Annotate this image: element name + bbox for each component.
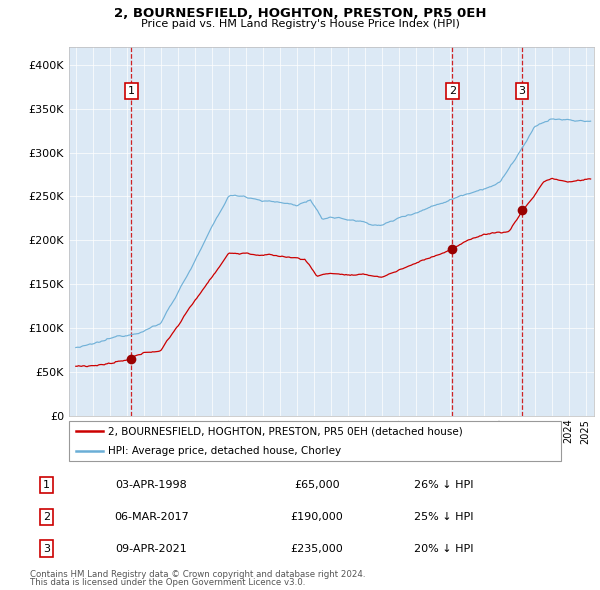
Text: 1: 1 (43, 480, 50, 490)
Text: This data is licensed under the Open Government Licence v3.0.: This data is licensed under the Open Gov… (30, 578, 305, 587)
Text: 2, BOURNESFIELD, HOGHTON, PRESTON, PR5 0EH (detached house): 2, BOURNESFIELD, HOGHTON, PRESTON, PR5 0… (109, 427, 463, 436)
FancyBboxPatch shape (69, 421, 561, 461)
Text: 03-APR-1998: 03-APR-1998 (116, 480, 187, 490)
Text: £65,000: £65,000 (294, 480, 340, 490)
Text: 2, BOURNESFIELD, HOGHTON, PRESTON, PR5 0EH: 2, BOURNESFIELD, HOGHTON, PRESTON, PR5 0… (114, 7, 486, 20)
Text: 09-APR-2021: 09-APR-2021 (116, 543, 187, 553)
Text: 3: 3 (43, 543, 50, 553)
Text: £235,000: £235,000 (290, 543, 343, 553)
Text: 25% ↓ HPI: 25% ↓ HPI (414, 512, 474, 522)
Text: 2: 2 (449, 86, 456, 96)
Text: Price paid vs. HM Land Registry's House Price Index (HPI): Price paid vs. HM Land Registry's House … (140, 19, 460, 30)
Text: 06-MAR-2017: 06-MAR-2017 (114, 512, 189, 522)
Text: 3: 3 (518, 86, 526, 96)
Text: 2: 2 (43, 512, 50, 522)
Text: £190,000: £190,000 (290, 512, 343, 522)
Text: HPI: Average price, detached house, Chorley: HPI: Average price, detached house, Chor… (109, 447, 341, 456)
Text: Contains HM Land Registry data © Crown copyright and database right 2024.: Contains HM Land Registry data © Crown c… (30, 570, 365, 579)
Text: 1: 1 (128, 86, 135, 96)
Text: 26% ↓ HPI: 26% ↓ HPI (414, 480, 474, 490)
Text: 20% ↓ HPI: 20% ↓ HPI (414, 543, 474, 553)
